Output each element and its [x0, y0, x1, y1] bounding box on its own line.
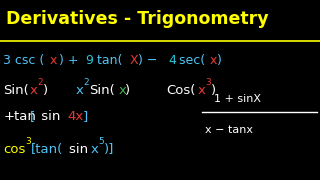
Text: [: [	[30, 111, 35, 123]
Text: ): )	[211, 84, 216, 97]
Text: )]: )]	[104, 143, 114, 156]
Text: cos: cos	[3, 143, 26, 156]
Text: 3 csc (: 3 csc (	[3, 54, 44, 67]
Text: x: x	[210, 54, 217, 67]
Text: x: x	[75, 84, 83, 97]
Text: Sin(: Sin(	[89, 84, 115, 97]
Text: sin: sin	[69, 143, 92, 156]
Text: x: x	[91, 143, 99, 156]
Text: ) +: ) +	[59, 54, 83, 67]
Text: ): )	[43, 84, 48, 97]
Text: ]: ]	[83, 111, 88, 123]
Text: ) −: ) −	[138, 54, 162, 67]
Text: sin: sin	[37, 111, 64, 123]
Text: 9: 9	[85, 54, 93, 67]
Text: 2: 2	[83, 78, 89, 87]
Text: 4x: 4x	[67, 111, 84, 123]
Text: [tan(: [tan(	[30, 143, 63, 156]
Text: x: x	[30, 84, 38, 97]
Text: 5: 5	[99, 137, 104, 146]
Text: x: x	[118, 84, 126, 97]
Text: X: X	[130, 54, 138, 67]
Text: 4: 4	[168, 54, 176, 67]
Text: 2: 2	[38, 78, 44, 87]
Text: ): )	[125, 84, 131, 97]
Text: Cos(: Cos(	[166, 84, 196, 97]
Text: 3: 3	[25, 137, 31, 146]
Text: 1 + sinX: 1 + sinX	[214, 94, 261, 104]
Text: tan(: tan(	[93, 54, 122, 67]
Text: ): )	[217, 54, 222, 67]
Text: Sin(: Sin(	[3, 84, 29, 97]
Text: sec(: sec(	[175, 54, 205, 67]
Text: 3: 3	[205, 78, 211, 87]
Text: x: x	[197, 84, 205, 97]
Text: x: x	[50, 54, 57, 67]
Text: Derivatives - Trigonometry: Derivatives - Trigonometry	[6, 10, 269, 28]
Text: x − tanx: x − tanx	[205, 125, 253, 135]
Text: +tan: +tan	[3, 111, 36, 123]
